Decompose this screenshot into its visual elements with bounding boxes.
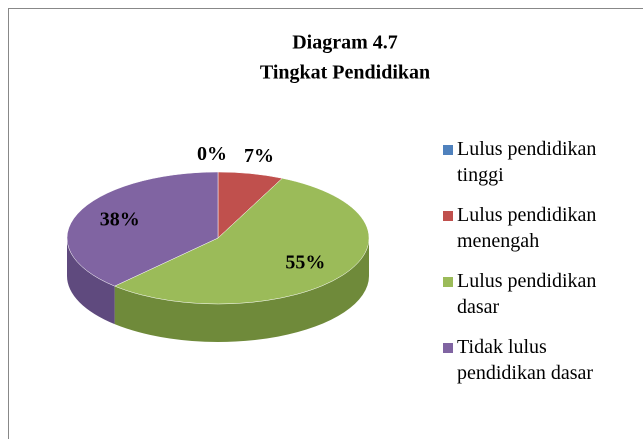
data-label: 38% xyxy=(100,209,140,231)
legend-label: Lulus pendidikan menengah xyxy=(457,204,597,252)
pie-side xyxy=(114,238,369,343)
legend-label: Lulus pendidikan tinggi xyxy=(457,138,597,186)
pie-slice xyxy=(114,178,370,305)
legend-swatch xyxy=(443,211,453,221)
legend-label: Lulus pendidikan dasar xyxy=(457,270,597,318)
legend-item: Lulus pendidikan menengah xyxy=(443,202,633,254)
chart-subtitle: Tingkat Pendidikan xyxy=(260,62,430,84)
chart-title: Diagram 4.7 xyxy=(292,32,398,54)
legend-swatch xyxy=(443,343,453,353)
data-label: 0% xyxy=(197,143,227,165)
data-label: 7% xyxy=(244,145,274,167)
legend-item: Lulus pendidikan dasar xyxy=(443,268,633,320)
data-label: 55% xyxy=(285,252,325,274)
pie-slice xyxy=(66,171,219,287)
pie-side xyxy=(67,238,115,325)
legend-swatch xyxy=(443,277,453,287)
legend-swatch xyxy=(443,145,453,155)
legend-item: Tidak lulus pendidikan dasar xyxy=(443,334,633,386)
legend-label: Tidak lulus pendidikan dasar xyxy=(457,336,594,384)
legend-item: Lulus pendidikan tinggi xyxy=(443,136,633,188)
legend: Lulus pendidikan tinggi Lulus pendidikan … xyxy=(443,136,633,400)
